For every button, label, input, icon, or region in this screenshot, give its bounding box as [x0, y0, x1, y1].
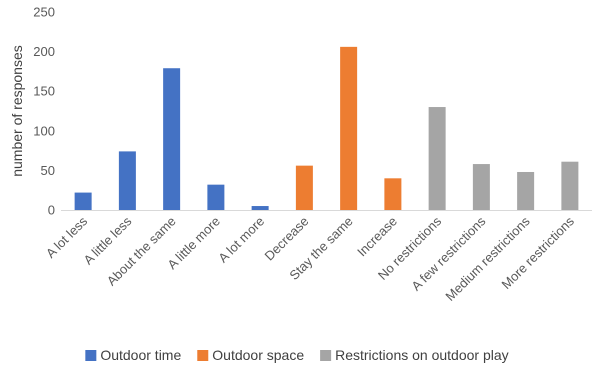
y-axis: 0 50 100 150 200 250: [33, 5, 55, 218]
x-tick-label: Increase: [354, 214, 400, 260]
legend-label: Outdoor space: [212, 347, 304, 363]
y-axis-title: number of responses: [9, 45, 25, 177]
bar: [428, 107, 446, 210]
y-tick-label: 150: [33, 84, 55, 99]
y-tick-label: 100: [33, 123, 55, 138]
legend-swatch: [320, 350, 332, 361]
legend-label: Outdoor time: [100, 347, 181, 363]
bar: [118, 151, 136, 210]
bar: [561, 161, 579, 210]
y-tick-label: 50: [41, 163, 55, 178]
legend-swatch: [197, 350, 209, 361]
legend-swatch: [85, 350, 97, 361]
y-tick-label: 0: [48, 203, 55, 218]
bar: [472, 164, 490, 210]
bar: [74, 192, 92, 210]
bar: [384, 178, 402, 210]
bar: [340, 46, 358, 210]
bar: [517, 171, 535, 210]
legend-label: Restrictions on outdoor play: [335, 347, 509, 363]
y-tick-label: 250: [33, 5, 55, 20]
bars: [74, 46, 579, 210]
bar: [295, 165, 313, 210]
y-tick-label: 200: [33, 44, 55, 59]
x-tick-label: A few restrictions: [408, 213, 488, 293]
bar: [207, 184, 225, 210]
bar: [251, 206, 269, 210]
x-tick-label: Medium restrictions: [442, 213, 533, 304]
x-tick-label: A lot more: [215, 214, 267, 266]
legend: Outdoor time Outdoor space Restrictions on…: [85, 347, 509, 363]
bar: [163, 68, 181, 210]
